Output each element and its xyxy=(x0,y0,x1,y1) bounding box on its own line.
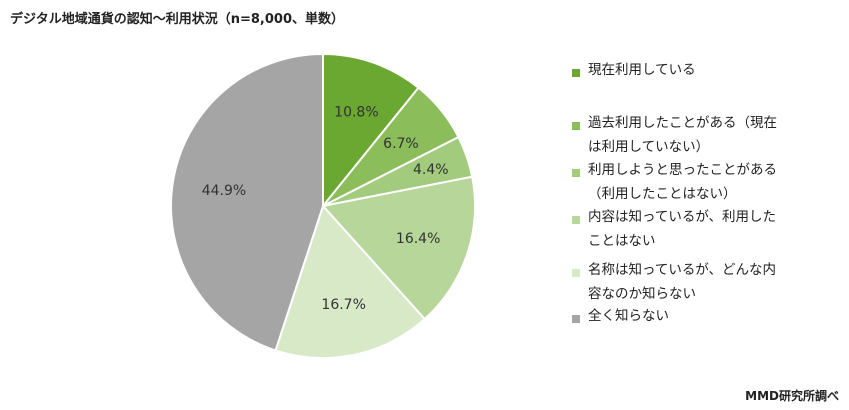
legend-swatch xyxy=(572,169,580,177)
slice-value-label-1: 10.8% xyxy=(334,104,378,120)
legend-item-5: 名称は知っているが、どんな内 容なのか知らない xyxy=(572,262,798,306)
chart-title: デジタル地域通貨の認知～利用状況（n=8,000、単数） xyxy=(10,12,345,27)
legend-item-6: 全く知らない xyxy=(572,308,798,328)
legend-swatch xyxy=(572,69,580,77)
pie-slice-5 xyxy=(274,204,427,359)
slice-value-label-3: 4.4% xyxy=(413,162,449,178)
legend-swatch xyxy=(572,315,580,323)
legend-label: 名称は知っているが、どんな内 容なのか知らない xyxy=(588,262,777,302)
slice-value-label-5: 16.7% xyxy=(321,297,365,313)
slice-value-label-6: 44.9% xyxy=(202,183,246,199)
legend-item-2: 過去利用したことがある（現在 は利用していない） xyxy=(572,115,798,159)
legend-swatch xyxy=(572,216,580,224)
legend-label: 内容は知っているが、利用した ことはない xyxy=(588,209,777,249)
legend-swatch xyxy=(572,269,580,277)
slice-value-label-4: 16.4% xyxy=(396,231,440,247)
legend-label: 現在利用している xyxy=(588,62,696,78)
pie-slice-1 xyxy=(322,52,420,209)
legend-item-1: 現在利用している xyxy=(572,62,798,82)
pie-slice-4 xyxy=(321,175,476,321)
legend-swatch xyxy=(572,122,580,130)
legend-label: 全く知らない xyxy=(588,308,669,324)
slice-value-label-2: 6.7% xyxy=(383,136,419,152)
pie-slice-6 xyxy=(170,52,324,352)
legend-item-4: 内容は知っているが、利用した ことはない xyxy=(572,209,798,253)
legend-label: 利用しようと思ったことがある （利用したことはない） xyxy=(588,162,777,202)
legend-label: 過去利用したことがある（現在 は利用していない） xyxy=(588,115,777,155)
legend-item-3: 利用しようと思ったことがある （利用したことはない） xyxy=(572,162,798,206)
source-note: MMD研究所調べ xyxy=(745,389,839,403)
